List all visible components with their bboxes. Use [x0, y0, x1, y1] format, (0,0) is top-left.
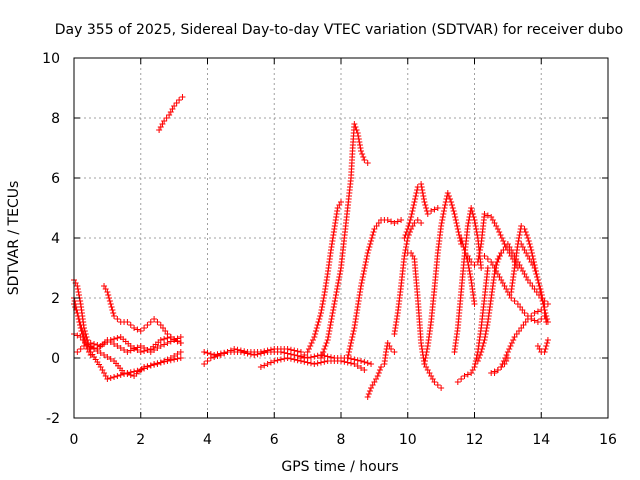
- series-rise-2: [317, 121, 371, 361]
- y-tick-label: -2: [46, 411, 60, 427]
- series-cluster-11: [458, 235, 478, 307]
- x-tick-label: 2: [136, 432, 145, 448]
- series-mid-C: [257, 355, 368, 373]
- series-cluster-10: [534, 337, 551, 355]
- x-tick-label: 8: [337, 432, 346, 448]
- series-rise-6: [401, 181, 441, 241]
- series-high-arc: [156, 94, 186, 133]
- y-tick-label: 6: [51, 171, 60, 187]
- series-rise-1: [297, 199, 344, 361]
- chart-title: Day 355 of 2025, Sidereal Day-to-day VTE…: [55, 22, 623, 38]
- series-mid-B: [201, 346, 304, 367]
- series-rise-7: [421, 190, 465, 367]
- x-tick-label: 4: [203, 432, 212, 448]
- series-cluster-9: [481, 253, 548, 325]
- x-axis-label: GPS time / hours: [281, 459, 398, 475]
- y-tick-label: 0: [51, 351, 60, 367]
- tick-labels: 0 2 4 6 8 10 12 14 16 -2 0 2 4 6 8 10: [42, 51, 617, 448]
- x-tick-label: 10: [399, 432, 417, 448]
- x-tick-label: 6: [270, 432, 279, 448]
- x-tick-label: 16: [599, 432, 617, 448]
- y-tick-label: 4: [51, 231, 60, 247]
- y-tick-label: 10: [42, 51, 60, 67]
- tick-marks: [73, 57, 609, 419]
- series-cluster-12: [488, 355, 511, 376]
- data-markers: [71, 94, 551, 400]
- x-tick-label: 14: [532, 432, 550, 448]
- series-early-E: [101, 283, 184, 346]
- series-rise-3: [344, 217, 405, 361]
- series-rise-4: [364, 340, 398, 400]
- y-tick-label: 2: [51, 291, 60, 307]
- y-axis-label: SDTVAR / TECUs: [6, 181, 22, 296]
- x-tick-label: 12: [466, 432, 484, 448]
- series-early-F: [71, 301, 94, 358]
- x-tick-label: 0: [70, 432, 79, 448]
- y-tick-label: 8: [51, 111, 60, 127]
